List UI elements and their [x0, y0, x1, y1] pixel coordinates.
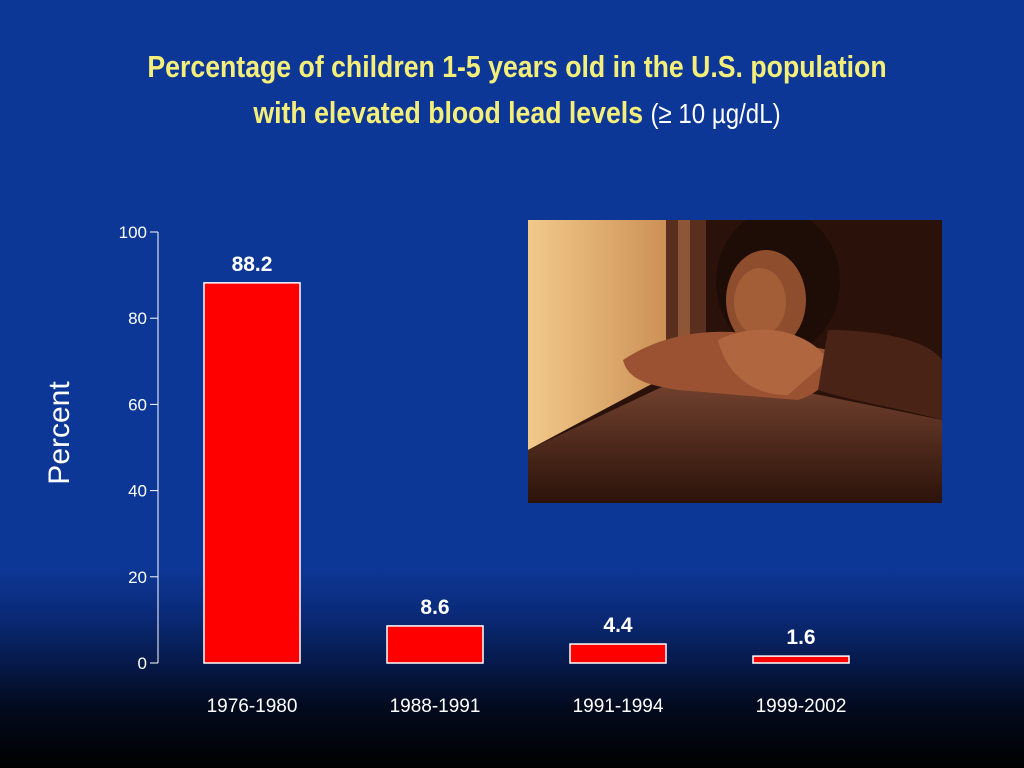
chart-title: Percentage of children 1-5 years old in …	[72, 44, 961, 137]
data-label: 8.6	[420, 596, 449, 619]
x-tick-label: 1988-1991	[390, 696, 481, 717]
x-tick-label: 1999-2002	[756, 696, 847, 717]
data-label: 88.2	[232, 253, 273, 276]
y-tick-label: 40	[128, 482, 147, 501]
chart-title-line1: Percentage of children 1-5 years old in …	[147, 49, 887, 84]
chart-title-line2: with elevated blood lead levels (≥ 10 µg…	[72, 90, 961, 137]
x-tick-label: 1976-1980	[207, 696, 298, 717]
bar	[386, 625, 484, 664]
y-tick-label: 100	[119, 223, 147, 242]
data-label: 4.4	[603, 614, 633, 637]
y-tick-label: 0	[138, 654, 147, 673]
chart-title-line2-text: with elevated blood lead levels	[253, 95, 644, 130]
child-at-window-photo	[528, 220, 942, 503]
y-tick-label: 60	[128, 395, 147, 414]
chart-title-unit: (≥ 10 µg/dL)	[650, 98, 781, 129]
bar	[752, 655, 850, 664]
data-label: 1.6	[786, 626, 815, 649]
bar	[569, 643, 667, 664]
y-tick-label: 80	[128, 309, 147, 328]
photo-illustration	[528, 220, 942, 503]
y-tick-label: 20	[128, 568, 147, 587]
bar	[203, 282, 301, 664]
x-tick-label: 1991-1994	[573, 696, 664, 717]
